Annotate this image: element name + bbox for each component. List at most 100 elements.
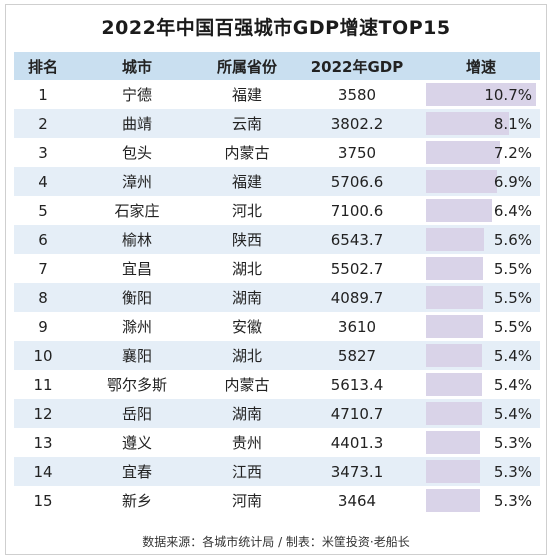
province-cell: 陕西	[202, 225, 292, 254]
growth-value: 6.9%	[493, 172, 532, 191]
rank-cell: 3	[14, 138, 72, 167]
province-cell: 河北	[202, 196, 292, 225]
growth-cell: 5.4%	[422, 370, 540, 399]
city-cell: 榆林	[72, 225, 202, 254]
province-cell: 湖北	[202, 341, 292, 370]
rank-cell: 1	[14, 80, 72, 109]
gdp-cell: 3610	[292, 312, 422, 341]
growth-value: 8.1%	[493, 114, 532, 133]
growth-bar	[426, 141, 500, 164]
rank-cell: 2	[14, 109, 72, 138]
city-cell: 石家庄	[72, 196, 202, 225]
gdp-cell: 5827	[292, 341, 422, 370]
growth-cell: 6.4%	[422, 196, 540, 225]
province-cell: 内蒙古	[202, 138, 292, 167]
rank-cell: 9	[14, 312, 72, 341]
growth-value: 6.4%	[493, 201, 532, 220]
gdp-cell: 5613.4	[292, 370, 422, 399]
growth-value: 5.3%	[493, 462, 532, 481]
province-cell: 河南	[202, 486, 292, 515]
chart-title: 2022年中国百强城市GDP增速TOP15	[101, 17, 451, 39]
growth-value: 5.4%	[493, 375, 532, 394]
growth-value: 7.2%	[493, 143, 532, 162]
gdp-cell: 4710.7	[292, 399, 422, 428]
rank-cell: 4	[14, 167, 72, 196]
growth-value: 5.5%	[493, 288, 532, 307]
growth-cell: 5.5%	[422, 312, 540, 341]
growth-bar	[426, 315, 483, 338]
table-row: 14 宜春 江西 3473.1 5.3%	[14, 457, 540, 486]
province-cell: 湖南	[202, 399, 292, 428]
province-cell: 湖北	[202, 254, 292, 283]
growth-bar	[426, 199, 492, 222]
gdp-cell: 5706.6	[292, 167, 422, 196]
growth-value: 5.4%	[493, 404, 532, 423]
city-cell: 新乡	[72, 486, 202, 515]
rank-cell: 12	[14, 399, 72, 428]
growth-cell: 6.9%	[422, 167, 540, 196]
gdp-cell: 3580	[292, 80, 422, 109]
gdp-cell: 4089.7	[292, 283, 422, 312]
table-row: 8 衡阳 湖南 4089.7 5.5%	[14, 283, 540, 312]
growth-value: 5.4%	[493, 346, 532, 365]
rank-cell: 15	[14, 486, 72, 515]
growth-bar	[426, 431, 480, 454]
growth-value: 10.7%	[484, 85, 532, 104]
table-row: 10 襄阳 湖北 5827 5.4%	[14, 341, 540, 370]
table-card: 2022年中国百强城市GDP增速TOP15 排名 城市 所属省份 2022年GD…	[5, 4, 547, 555]
growth-bar	[426, 489, 480, 512]
province-cell: 湖南	[202, 283, 292, 312]
table-row: 5 石家庄 河北 7100.6 6.4%	[14, 196, 540, 225]
gdp-growth-table: 排名 城市 所属省份 2022年GDP 增速 1 宁德 福建 3580 10.7% 2 曲靖…	[14, 52, 540, 515]
city-cell: 襄阳	[72, 341, 202, 370]
gdp-cell: 3802.2	[292, 109, 422, 138]
gdp-cell: 3750	[292, 138, 422, 167]
growth-value: 5.6%	[493, 230, 532, 249]
city-cell: 宜春	[72, 457, 202, 486]
header-city: 城市	[72, 52, 202, 80]
rank-cell: 13	[14, 428, 72, 457]
gdp-cell: 4401.3	[292, 428, 422, 457]
city-cell: 鄂尔多斯	[72, 370, 202, 399]
growth-bar	[426, 112, 509, 135]
growth-value: 5.3%	[493, 433, 532, 452]
rank-cell: 10	[14, 341, 72, 370]
growth-bar	[426, 228, 484, 251]
header-gdp: 2022年GDP	[292, 52, 422, 80]
growth-bar	[426, 460, 480, 483]
growth-cell: 5.4%	[422, 399, 540, 428]
growth-bar	[426, 402, 482, 425]
table-row: 4 漳州 福建 5706.6 6.9%	[14, 167, 540, 196]
table-header-row: 排名 城市 所属省份 2022年GDP 增速	[14, 52, 540, 80]
province-cell: 福建	[202, 80, 292, 109]
rank-cell: 7	[14, 254, 72, 283]
city-cell: 包头	[72, 138, 202, 167]
city-cell: 衡阳	[72, 283, 202, 312]
rank-cell: 8	[14, 283, 72, 312]
province-cell: 江西	[202, 457, 292, 486]
growth-cell: 7.2%	[422, 138, 540, 167]
growth-cell: 5.3%	[422, 457, 540, 486]
gdp-cell: 3464	[292, 486, 422, 515]
table-row: 6 榆林 陕西 6543.7 5.6%	[14, 225, 540, 254]
gdp-cell: 5502.7	[292, 254, 422, 283]
growth-bar	[426, 286, 483, 309]
growth-bar	[426, 373, 482, 396]
growth-cell: 5.5%	[422, 254, 540, 283]
city-cell: 漳州	[72, 167, 202, 196]
gdp-cell: 6543.7	[292, 225, 422, 254]
city-cell: 曲靖	[72, 109, 202, 138]
province-cell: 贵州	[202, 428, 292, 457]
province-cell: 安徽	[202, 312, 292, 341]
city-cell: 岳阳	[72, 399, 202, 428]
city-cell: 宁德	[72, 80, 202, 109]
rank-cell: 11	[14, 370, 72, 399]
table-row: 7 宜昌 湖北 5502.7 5.5%	[14, 254, 540, 283]
province-cell: 内蒙古	[202, 370, 292, 399]
growth-cell: 8.1%	[422, 109, 540, 138]
gdp-cell: 3473.1	[292, 457, 422, 486]
table-row: 13 遵义 贵州 4401.3 5.3%	[14, 428, 540, 457]
header-growth: 增速	[422, 52, 540, 80]
growth-bar	[426, 83, 536, 106]
gdp-cell: 7100.6	[292, 196, 422, 225]
